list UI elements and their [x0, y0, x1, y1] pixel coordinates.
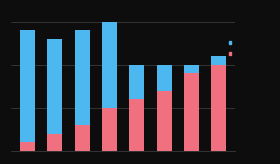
Legend: , : , [228, 41, 232, 56]
Bar [20, 142, 35, 151]
Bar [211, 65, 226, 151]
Bar [47, 134, 62, 151]
Bar [184, 65, 199, 151]
Bar [102, 108, 117, 151]
Bar [102, 22, 117, 151]
Bar [211, 56, 226, 151]
Bar [157, 91, 172, 151]
Bar [75, 30, 90, 151]
Bar [20, 30, 35, 151]
Bar [129, 99, 144, 151]
Bar [75, 125, 90, 151]
Bar [129, 65, 144, 151]
Bar [157, 65, 172, 151]
Bar [184, 73, 199, 151]
Bar [47, 39, 62, 151]
